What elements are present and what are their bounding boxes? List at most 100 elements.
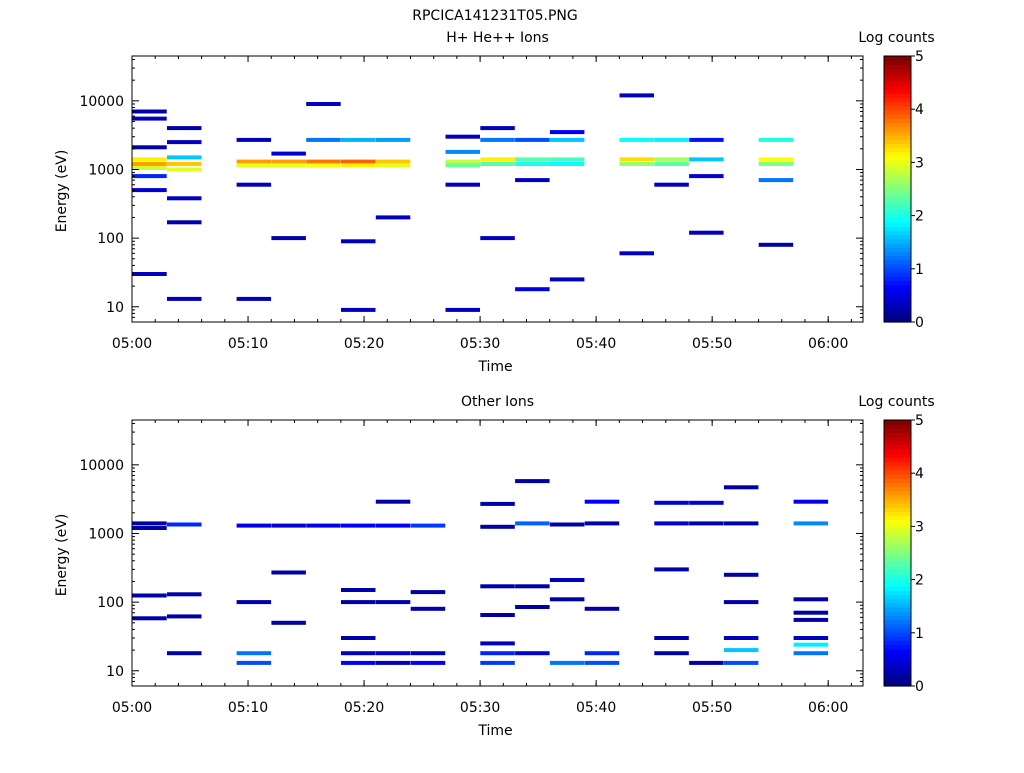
data-bin [375,159,411,164]
colorbar-swatch [884,424,911,429]
colorbar-swatch [884,457,911,463]
data-bin [132,272,167,276]
colorbar-swatch [884,105,911,111]
colorbar-swatch [884,251,911,257]
data-bin [619,162,654,166]
data-bin [167,220,202,225]
data-bin [758,242,794,247]
y-tick-label: 100 [97,231,124,247]
colorbar-swatch [884,648,911,654]
data-bin [341,660,376,665]
data-bin [654,157,689,162]
colorbar-swatch [884,97,911,103]
colorbar-swatch [884,474,911,479]
data-bin [167,167,202,172]
colorbar-swatch [884,582,911,587]
data-bin [341,651,376,656]
colorbar-swatch [884,218,911,223]
colorbar-swatch [884,176,911,182]
data-bin [271,523,306,528]
colorbar-swatch [884,147,911,153]
data-bin [654,636,689,640]
data-bin [654,182,689,187]
data-bin [375,523,411,528]
data-bin [515,157,550,162]
data-bin [167,614,202,619]
data-bin [515,287,550,292]
data-bin [584,660,620,665]
colorbar-swatch [884,673,911,679]
data-bin [584,521,620,526]
data-bin [793,597,829,602]
data-bin [341,636,376,640]
data-bin [132,145,167,150]
colorbar-swatch [884,222,911,228]
colorbar-swatch [884,644,911,650]
colorbar-frame [883,419,912,687]
colorbar-label: Log counts [858,394,934,410]
data-bin [341,159,376,164]
colorbar-swatch [884,440,911,446]
colorbar-swatch [884,164,911,169]
data-bin [480,157,515,162]
colorbar-swatch [884,72,911,78]
data-bin [584,651,620,656]
data-bin [654,651,689,656]
x-tick-label: 06:00 [808,700,848,716]
data-bin [549,277,585,282]
data-bin [723,521,759,526]
data-bin [306,523,341,528]
data-bin [167,592,202,597]
panel-2: Other Ions 05:00 05:10 05:20 05:30 05:40 05:50… [54,394,935,739]
colorbar-tick-label: 2 [915,209,924,225]
colorbar-swatch [884,490,911,496]
colorbar-swatch [884,255,911,261]
x-tick-label: 05:20 [344,336,384,352]
data-bin [758,137,794,142]
x-tick-label: 05:30 [460,336,500,352]
data-bin [306,102,341,106]
data-bin [723,485,759,490]
colorbar-swatch [884,197,911,203]
data-bin [375,137,411,142]
data-bin [689,137,724,142]
colorbar-tick-label: 3 [915,519,924,535]
data-bin [341,588,376,592]
x-tick-label: 05:30 [460,700,500,716]
data-bin [271,151,306,156]
data-bin [236,660,272,665]
colorbar-swatch [884,64,911,70]
data-bin [375,600,411,605]
data-bin [236,137,272,142]
data-bin [132,174,167,179]
data-bin [758,157,794,162]
colorbar-swatch [884,139,911,144]
data-bin [445,134,480,139]
colorbar-swatch [884,259,911,265]
colorbar-swatch [884,151,911,157]
x-tick-label: 05:10 [228,336,268,352]
colorbar-swatch [884,561,911,567]
data-bin [375,499,411,504]
data-bin [480,613,515,617]
colorbar-tick-label: 0 [915,679,924,695]
colorbar-swatch [884,288,911,294]
colorbar-swatch [884,243,911,248]
colorbar-swatch [884,669,911,675]
colorbar-swatch [884,569,911,575]
x-tick-label: 05:00 [112,336,152,352]
data-bin [480,501,515,506]
colorbar-swatch [884,297,911,302]
data-bin [132,188,167,193]
data-bin [341,600,376,605]
data-bin [723,660,759,665]
colorbar-swatch [884,122,911,128]
colorbar-swatch [884,532,911,537]
colorbar-swatch [884,511,911,517]
data-bin [132,616,167,621]
data-bin [549,162,585,166]
colorbar-swatch [884,89,911,95]
data-bin [271,159,306,164]
data-bin [410,523,446,528]
data-bin [445,149,480,154]
